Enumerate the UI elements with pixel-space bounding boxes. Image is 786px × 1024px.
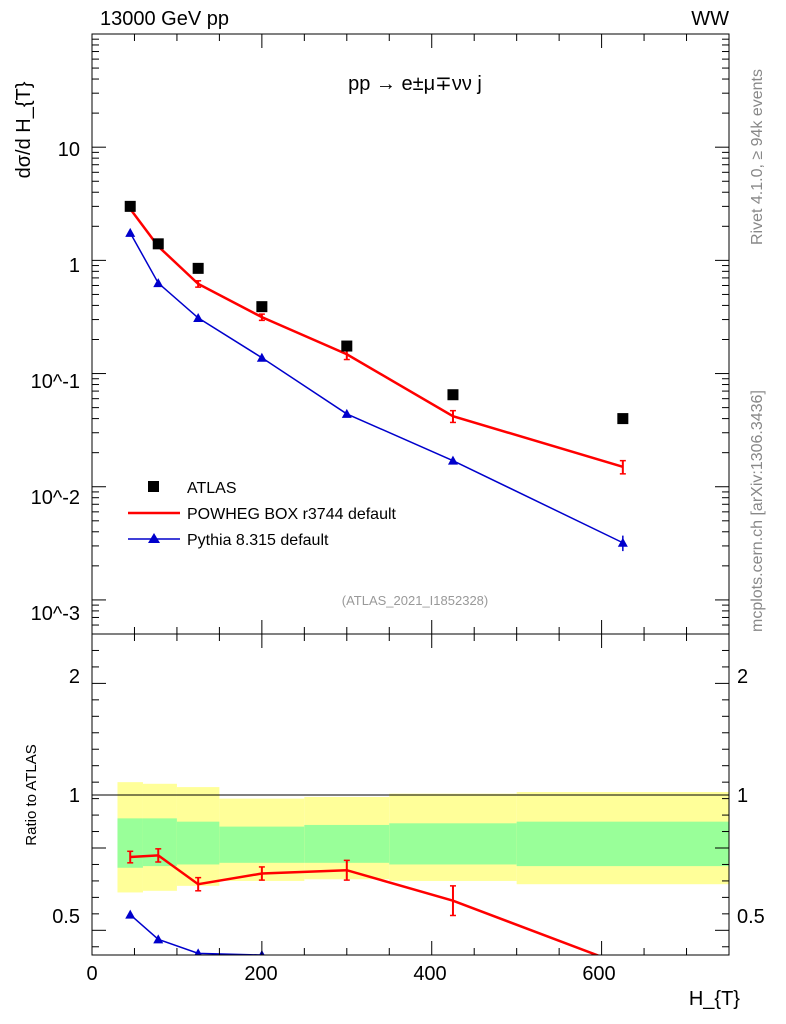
x-tick-label-600: 600 <box>582 963 615 985</box>
pythia-point <box>125 227 136 237</box>
lower-y-axis-title: Ratio to ATLAS <box>23 744 40 845</box>
lower-frame <box>91 633 730 956</box>
pythia-point <box>341 408 352 418</box>
ratio-pythia-point <box>125 909 136 919</box>
y-tick-label-0.001: 10^-3 <box>31 603 80 625</box>
ratio-tick-label-2-left: 2 <box>69 666 80 688</box>
side-label-rivet: Rivet 4.1.0, ≥ 94k events <box>749 69 766 245</box>
band-inner <box>516 821 729 867</box>
ratio-tick-label-0.5-right: 0.5 <box>737 906 765 928</box>
x-tick-label-400: 400 <box>413 963 446 985</box>
atlas-point <box>256 301 268 313</box>
watermark: (ATLAS_2021_I1852328) <box>342 593 488 608</box>
atlas-point <box>447 389 459 401</box>
side-label-mcplots: mcplots.cern.ch [arXiv:1306.3436] <box>749 390 766 632</box>
band-inner <box>389 823 517 865</box>
legend: ATLAS POWHEG BOX r3744 default Pythia 8.… <box>128 480 397 549</box>
upper-axis-ticks <box>91 34 730 635</box>
ratio-tick-label-0.5-left: 0.5 <box>52 906 80 928</box>
band-inner <box>304 824 390 863</box>
upper-y-axis-title: dσ/d H_{T} <box>13 81 35 178</box>
atlas-point <box>617 413 629 425</box>
x-tick-label-200: 200 <box>244 963 277 985</box>
lower-panel: Ratio to ATLAS 2 1 0.5 2 1 0.5 0 200 400… <box>23 633 765 1010</box>
y-tick-label-1: 1 <box>69 255 80 277</box>
pythia-point <box>193 312 204 322</box>
y-tick-label-10: 10 <box>58 139 80 161</box>
legend-marker-pythia <box>148 533 160 543</box>
y-tick-label-0.01: 10^-2 <box>31 487 80 509</box>
pythia-point <box>256 352 267 362</box>
atlas-point <box>124 200 136 212</box>
pythia-point <box>153 278 164 288</box>
ratio-tick-label-1-left: 1 <box>69 785 80 807</box>
atlas-point <box>192 262 204 274</box>
atlas-point <box>152 238 164 250</box>
ratio-tick-label-2-right: 2 <box>737 666 748 688</box>
lower-axis-ticks <box>91 634 730 955</box>
process-label: pp → e±μ∓νν j <box>348 73 482 95</box>
band-inner <box>219 826 305 863</box>
powheg-line <box>129 208 624 469</box>
legend-label-powheg: POWHEG BOX r3744 default <box>187 506 397 523</box>
pythia-point <box>447 455 458 465</box>
legend-marker-atlas <box>148 481 159 492</box>
ratio-pythia-line <box>129 914 262 955</box>
ratio-pythia-point <box>194 948 202 955</box>
upper-panel: pp → e±μ∓νν j (ATLAS_2021_I1852328) dσ/d… <box>13 33 730 635</box>
header-process: WW <box>691 8 729 30</box>
upper-series-layer <box>124 200 629 552</box>
x-axis-title: H_{T} <box>689 988 740 1010</box>
pythia-point <box>617 537 628 547</box>
x-tick-label-0: 0 <box>86 963 97 985</box>
band-inner <box>142 818 177 867</box>
atlas-point <box>341 340 353 352</box>
y-tick-label-0.1: 10^-1 <box>31 371 80 393</box>
ratio-pythia-point <box>153 934 164 944</box>
legend-label-pythia: Pythia 8.315 default <box>187 532 329 549</box>
ratio-tick-label-1-right: 1 <box>737 785 748 807</box>
band-inner <box>176 821 220 865</box>
lower-series-layer <box>125 848 601 955</box>
uncertainty-bands <box>117 782 729 893</box>
legend-label-atlas: ATLAS <box>187 480 237 497</box>
header-energy: 13000 GeV pp <box>100 8 229 30</box>
